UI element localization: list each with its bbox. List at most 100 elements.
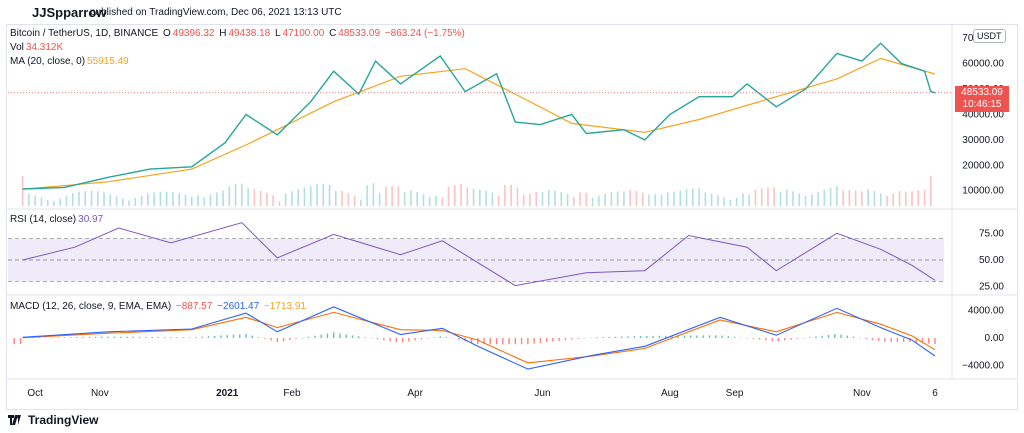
- volume-bar: [391, 186, 393, 206]
- macd-signal-line: [22, 311, 936, 364]
- macd-histogram-bar: [157, 337, 160, 338]
- macd-histogram-bar: [571, 338, 573, 340]
- ma-label[interactable]: MA (20, close, 0): [10, 56, 86, 67]
- macd-histogram-bar: [195, 337, 197, 338]
- macd-line-value: −2601.47: [217, 301, 260, 312]
- macd-histogram-bar: [483, 338, 485, 345]
- macd-histogram-bar: [527, 338, 529, 345]
- volume-bar: [215, 192, 218, 206]
- volume-bar: [122, 198, 124, 206]
- volume-bar: [529, 193, 531, 206]
- volume-bar: [522, 195, 525, 206]
- macd-histogram-bar: [19, 338, 22, 345]
- volume-bar: [930, 176, 932, 206]
- volume-bar: [660, 194, 663, 206]
- chart-container[interactable]: [6, 24, 1018, 410]
- macd-histogram-bar: [207, 336, 210, 338]
- open-value: 49396.32: [172, 28, 215, 39]
- volume-bar: [767, 187, 769, 206]
- macd-histogram-bar: [602, 337, 604, 338]
- currency-badge[interactable]: USDT: [973, 29, 1006, 43]
- author-name[interactable]: JJSpparrow: [32, 5, 107, 20]
- volume-bar: [829, 187, 832, 206]
- rsi-tick-label: 75.00: [979, 228, 1004, 239]
- macd-histogram-bar: [270, 338, 272, 341]
- volume-bar: [435, 195, 437, 206]
- volume-bar: [84, 190, 87, 206]
- macd-histogram-bar: [251, 335, 253, 338]
- ma-line: [22, 57, 936, 190]
- volume-bar: [698, 188, 700, 206]
- macd-histogram-bar: [508, 338, 510, 345]
- macd-histogram-bar: [314, 335, 316, 338]
- macd-histogram-bar: [44, 337, 47, 338]
- volume-bar: [190, 196, 193, 206]
- volume-bar: [729, 199, 732, 206]
- last-price-badge: 48533.09 10:46:15: [955, 86, 1009, 112]
- volume-bar: [504, 185, 506, 206]
- volume-bar: [385, 186, 387, 206]
- rsi-tick-label: 25.00: [979, 282, 1004, 293]
- volume-bar: [291, 191, 293, 206]
- volume-bar: [103, 192, 105, 206]
- volume-bar: [898, 191, 901, 206]
- volume-bar: [516, 187, 519, 206]
- volume-bar: [447, 186, 450, 206]
- volume-bar: [798, 193, 801, 206]
- ma-value: 55915.49: [87, 56, 129, 67]
- macd-histogram-bar: [51, 337, 53, 338]
- volume-bar: [773, 187, 776, 206]
- macd-label[interactable]: MACD (12, 26, close, 9, EMA, EMA): [10, 301, 172, 312]
- volume-legend: Vol 34.312K: [10, 42, 65, 53]
- rsi-label[interactable]: RSI (14, close): [10, 214, 77, 225]
- macd-histogram-bar: [733, 336, 736, 338]
- bar-countdown: 10:46:15: [962, 99, 1002, 110]
- volume-bar: [510, 184, 512, 206]
- volume-label[interactable]: Vol: [10, 42, 24, 53]
- macd-histogram-bar: [752, 338, 755, 339]
- volume-bar: [203, 197, 206, 206]
- macd-histogram-bar: [740, 337, 742, 339]
- macd-histogram-bar: [301, 337, 304, 339]
- volume-bar: [648, 194, 650, 206]
- tradingview-brand[interactable]: TradingView: [28, 413, 99, 427]
- volume-bar: [297, 189, 300, 206]
- macd-histogram-bar: [633, 336, 636, 338]
- volume-bar: [867, 189, 869, 206]
- macd-histogram-bar: [120, 336, 122, 338]
- tradingview-logo-icon: [8, 415, 21, 425]
- macd-histogram-bar: [113, 336, 116, 338]
- symbol-label[interactable]: Bitcoin / TetherUS, 1D, BINANCE: [10, 28, 159, 39]
- macd-histogram-bar: [815, 336, 817, 338]
- macd-histogram-bar: [76, 336, 78, 338]
- macd-histogram-bar: [88, 336, 91, 338]
- macd-hist-value: −887.57: [175, 301, 213, 312]
- macd-histogram-bar: [339, 333, 341, 338]
- macd-tick-label: 0.00: [985, 333, 1005, 344]
- volume-bar: [259, 190, 262, 206]
- time-tick-label: Jun: [534, 388, 550, 399]
- time-tick-label: Feb: [283, 388, 301, 399]
- volume-bar: [717, 195, 719, 206]
- volume-bar: [453, 185, 456, 206]
- macd-histogram-bar: [915, 338, 917, 343]
- volume-bar: [165, 191, 168, 206]
- macd-histogram-bar: [583, 338, 585, 339]
- volume-bar: [78, 191, 80, 206]
- volume-bar: [115, 196, 118, 206]
- volume-bar: [535, 192, 538, 206]
- volume-bar: [873, 191, 876, 206]
- macd-histogram-bar: [589, 337, 592, 339]
- volume-bar: [610, 192, 613, 206]
- volume-bar: [53, 201, 55, 206]
- macd-histogram-bar: [470, 338, 473, 343]
- macd-histogram-bar: [138, 336, 141, 338]
- volume-bar: [197, 195, 199, 206]
- price-tick-label: 10000.00: [962, 186, 1004, 197]
- macd-histogram-bar: [902, 338, 905, 342]
- macd-histogram-bar: [176, 337, 178, 338]
- macd-histogram-bar: [57, 337, 59, 338]
- macd-histogram-bar: [796, 338, 798, 339]
- macd-legend: MACD (12, 26, close, 9, EMA, EMA) −887.5…: [10, 301, 308, 312]
